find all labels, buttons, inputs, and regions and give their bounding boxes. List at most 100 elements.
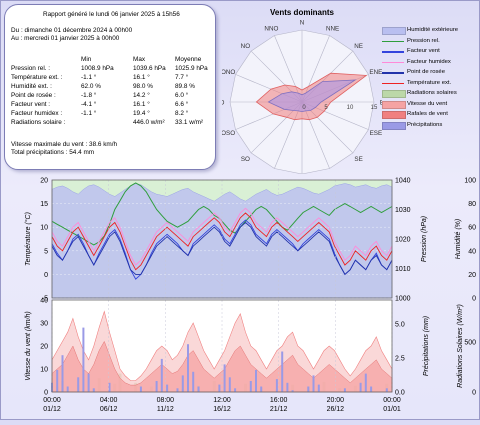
rain-bar	[364, 373, 367, 392]
time-tick-label: 12:00	[213, 397, 231, 404]
rain-bar	[317, 384, 320, 392]
legend-item: Température ext.	[382, 78, 474, 89]
report-summary-panel: Rapport généré le lundi 06 janvier 2025 …	[4, 4, 216, 170]
legend-swatch	[382, 82, 404, 84]
temperature-tick-label: -5	[42, 296, 48, 303]
wind-rose-direction-label: O	[222, 100, 225, 107]
legend-swatch	[382, 72, 404, 74]
stat-max: 1039.6 hPa	[133, 65, 166, 72]
period-from: Du : dimanche 01 décembre 2024 à 00h00	[11, 27, 133, 34]
wind-rose-direction-label: SO	[241, 156, 250, 163]
legend-item: Vitesse du vent	[382, 99, 474, 110]
wind-rose-direction-label: ENE	[369, 69, 382, 76]
time-tick-label: 20:00	[327, 397, 345, 404]
rain-bar	[343, 388, 346, 392]
stat-max: 446.0 w/m²	[133, 119, 165, 126]
time-tick-label: 00:00	[43, 397, 61, 404]
rain-bar	[359, 382, 362, 392]
legend-item: Humidité extérieure	[382, 25, 474, 36]
pressure-tick-label: 1030	[395, 207, 411, 214]
wind-max-text: Vitesse maximale du vent : 38.6 km/h	[11, 141, 118, 148]
legend-swatch	[382, 27, 406, 35]
stat-avg: 33.1 w/m²	[175, 119, 204, 126]
wind-speed-tick-label: 0	[44, 390, 48, 397]
wind-rose: Vents dominants NNNENEENEEESESESSESSSOSO…	[220, 4, 385, 187]
stat-label: Facteur humidex :	[11, 110, 63, 117]
time-tick-label: 16:00	[270, 397, 288, 404]
radiation-axis-title: Radiations Solaires (W/m²)	[457, 304, 464, 388]
column-min-header: Min	[81, 56, 92, 63]
rain-bar	[181, 375, 184, 392]
rain-tick-label: 2.5	[395, 356, 405, 363]
legend-item: Facteur humidex	[382, 57, 474, 68]
legend-label: Température ext.	[407, 79, 452, 86]
legend-swatch	[382, 100, 406, 109]
wind-speed-tick-label: 10	[40, 367, 48, 374]
date-tick-label: 11/12	[157, 406, 174, 413]
rain-bar	[192, 371, 195, 392]
chart-legend: Humidité extérieure Pression rel. Facteur …	[382, 25, 474, 130]
rain-axis-title: Précipitations (mm)	[423, 316, 430, 376]
wind-chill-line	[51, 219, 393, 280]
legend-label: Précipitations	[407, 121, 443, 128]
date-tick-label: 21/12	[270, 406, 288, 413]
wind-rose-direction-label: NNE	[326, 26, 339, 33]
legend-label: Point de rosée	[407, 69, 445, 75]
temperature-tick-label: 10	[40, 225, 48, 232]
stat-max: 19.4 °	[133, 110, 150, 117]
date-tick-label: 06/12	[100, 406, 118, 413]
wind-rose-ring-label: 0	[302, 105, 306, 111]
time-tick-label: 04:00	[100, 397, 118, 404]
rain-bar	[307, 386, 310, 392]
charts-area: 20 15 10 5 0 -5 1040 1030 1020 1010 1000 100 80 60 40 2…	[0, 170, 480, 420]
period-to: Au : mercredi 01 janvier 2025 à 00h00	[11, 35, 120, 42]
stat-label: Radiations solaire :	[11, 119, 66, 126]
pressure-axis-title: Pression (hPa)	[421, 216, 428, 262]
wind-speed-tick-label: 30	[40, 321, 48, 328]
radiation-tick-label: 500	[464, 340, 476, 347]
wind-rose-direction-label: NE	[354, 43, 363, 50]
rain-bar	[66, 386, 69, 392]
rain-bar	[87, 373, 90, 392]
legend-label: Radiations solaires	[407, 90, 457, 96]
stat-max: 14.2 °	[133, 92, 150, 99]
rain-tick-label: 0.0	[395, 390, 405, 397]
rain-bar	[187, 344, 189, 392]
wind-rose-chart: Vents dominants NNNENEENEEESESESSESSSOSO…	[220, 8, 385, 187]
rain-bar	[61, 355, 64, 392]
legend-swatch	[382, 40, 404, 42]
humidity-tick-label: 80	[468, 201, 476, 208]
rain-bar	[370, 386, 373, 392]
stat-avg: 8.2 °	[175, 110, 189, 117]
wind-speed-tick-label: 20	[40, 344, 48, 351]
legend-swatch	[382, 61, 404, 63]
humidity-tick-label: 60	[468, 225, 476, 232]
legend-label: Humidité extérieure	[407, 27, 459, 33]
bottom-panel-frame	[51, 299, 393, 393]
column-max-header: Max	[133, 56, 146, 63]
pressure-tick-label: 1000	[395, 296, 411, 303]
stat-avg: 6.0 °	[175, 92, 189, 99]
legend-label: Facteur humidex	[407, 58, 451, 65]
wind-rose-direction-label: NO	[241, 43, 251, 50]
temperature-tick-label: 15	[40, 201, 48, 208]
stat-min: 1008.9 hPa	[81, 65, 114, 72]
wind-rose-direction-label: OSO	[222, 130, 235, 137]
stat-max: 16.1 °	[133, 101, 150, 108]
humidity-tick-label: 0	[472, 296, 476, 303]
legend-item: Point de rosée	[382, 67, 474, 78]
rain-bar	[82, 327, 85, 392]
humidity-axis-title: Humidité (%)	[455, 219, 462, 259]
column-average-header: Moyenne	[175, 56, 202, 63]
temperature-axis-title: Température (°C)	[24, 212, 32, 266]
wind-rose-direction-label: NNO	[264, 26, 278, 33]
rain-bar	[249, 381, 252, 392]
gust-area	[51, 310, 393, 393]
stat-min: -4.1 °	[81, 101, 97, 108]
pressure-tick-label: 1010	[395, 266, 411, 273]
wind-speed-axis-title: Vitesse du vent (km/h)	[25, 311, 32, 381]
rain-bar	[223, 364, 226, 392]
rain-bar	[275, 379, 278, 392]
date-tick-label: 16/12	[213, 406, 231, 413]
rain-bar	[260, 386, 263, 392]
